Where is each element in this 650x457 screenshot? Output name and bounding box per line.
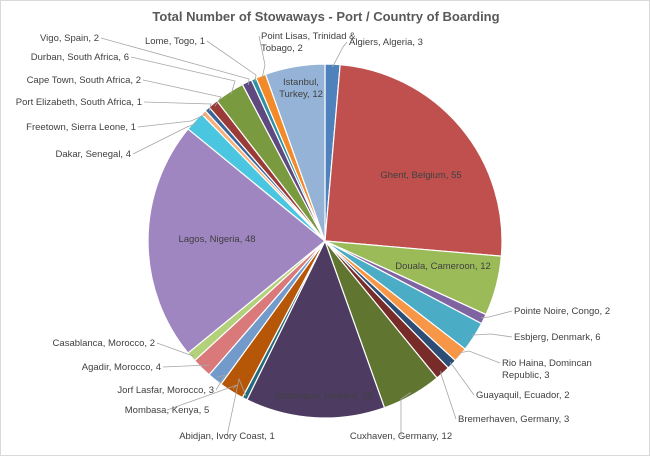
data-label-abidjan: Abidjan, Ivory Coast, 1 bbox=[179, 431, 275, 442]
data-label-esbjerg: Esbjerg, Denmark, 6 bbox=[514, 332, 601, 343]
data-label-ghent: Ghent, Belgium, 55 bbox=[380, 170, 461, 181]
leader-lines bbox=[100, 35, 513, 437]
chart-title: Total Number of Stowaways - Port / Count… bbox=[152, 9, 499, 24]
leader-line-algiers bbox=[332, 41, 348, 68]
leader-line-bremerhaven bbox=[440, 370, 457, 420]
data-label-rio-haina: Rio Haina, Domincan Republic, 3 bbox=[502, 358, 592, 381]
leader-line-jorf-lasfar bbox=[215, 374, 226, 391]
slice-istanbul bbox=[264, 63, 326, 242]
leader-line-cuxhaven bbox=[400, 392, 411, 436]
data-label-jorf-lasfar: Jorf Lasfar, Morocco, 3 bbox=[117, 385, 214, 396]
leader-line-rio-haina bbox=[458, 350, 501, 364]
pie-slices bbox=[147, 63, 503, 419]
leader-line-esbjerg bbox=[471, 333, 513, 338]
data-label-cape-town: Cape Town, South Africa, 2 bbox=[27, 75, 141, 86]
leader-line-abidjan bbox=[226, 377, 247, 437]
data-label-port-elizabeth: Port Elizabeth, South Africa, 1 bbox=[16, 97, 142, 108]
data-label-cuxhaven: Cuxhaven, Germany, 12 bbox=[350, 431, 452, 442]
data-label-dakar: Dakar, Senegal, 4 bbox=[55, 149, 131, 160]
leader-line-cape-town bbox=[142, 79, 222, 107]
data-label-vigo: Vigo, Spain, 2 bbox=[40, 33, 99, 44]
data-label-freetown: Freetown, Sierra Leone, 1 bbox=[26, 122, 136, 133]
slice-rotterdam bbox=[246, 239, 386, 419]
data-label-bremerhaven: Bremerhaven, Germany, 3 bbox=[458, 414, 569, 425]
leader-line-port-elizabeth bbox=[143, 101, 212, 112]
data-label-point-lisas: Point Lisas, Trinidad & Tobago, 2 bbox=[261, 31, 356, 54]
data-label-rotterdam: Rotterdam, Holland, 28 bbox=[275, 391, 373, 402]
leader-line-dakar bbox=[132, 122, 197, 155]
leader-line-freetown bbox=[137, 114, 206, 128]
data-label-lagos: Lagos, Nigeria, 48 bbox=[178, 234, 255, 245]
leader-line-agadir bbox=[162, 364, 210, 368]
leader-line-casablanca bbox=[156, 342, 194, 357]
slice-ghent bbox=[324, 64, 503, 257]
leader-line-mombasa bbox=[166, 384, 238, 411]
leader-line-pointe-noire bbox=[481, 310, 513, 319]
data-label-agadir: Agadir, Morocco, 4 bbox=[82, 362, 161, 373]
data-label-casablanca: Casablanca, Morocco, 2 bbox=[53, 338, 155, 349]
data-label-istanbul: Istanbul, Turkey, 12 bbox=[279, 77, 323, 100]
data-label-durban: Durban, South Africa, 6 bbox=[31, 52, 129, 63]
data-label-guayaquil: Guayaquil, Ecuador, 2 bbox=[476, 390, 569, 401]
data-label-lome: Lome, Togo, 1 bbox=[145, 36, 205, 47]
leader-line-lome bbox=[206, 40, 257, 82]
data-labels: Algiers, Algeria, 3 Ghent, Belgium, 55 Dou… bbox=[16, 31, 610, 442]
leader-line-vigo bbox=[100, 37, 250, 85]
slice-lagos bbox=[147, 128, 326, 354]
data-label-algiers: Algiers, Algeria, 3 bbox=[349, 37, 423, 48]
data-label-douala: Douala, Cameroon, 12 bbox=[395, 261, 491, 272]
leader-line-guayaquil bbox=[449, 362, 475, 396]
data-label-pointe-noire: Pointe Noire, Congo, 2 bbox=[514, 306, 610, 317]
leader-line-point-lisas bbox=[258, 35, 266, 79]
data-label-mombasa: Mombasa, Kenya, 5 bbox=[125, 405, 210, 416]
leader-line-durban bbox=[130, 56, 236, 95]
